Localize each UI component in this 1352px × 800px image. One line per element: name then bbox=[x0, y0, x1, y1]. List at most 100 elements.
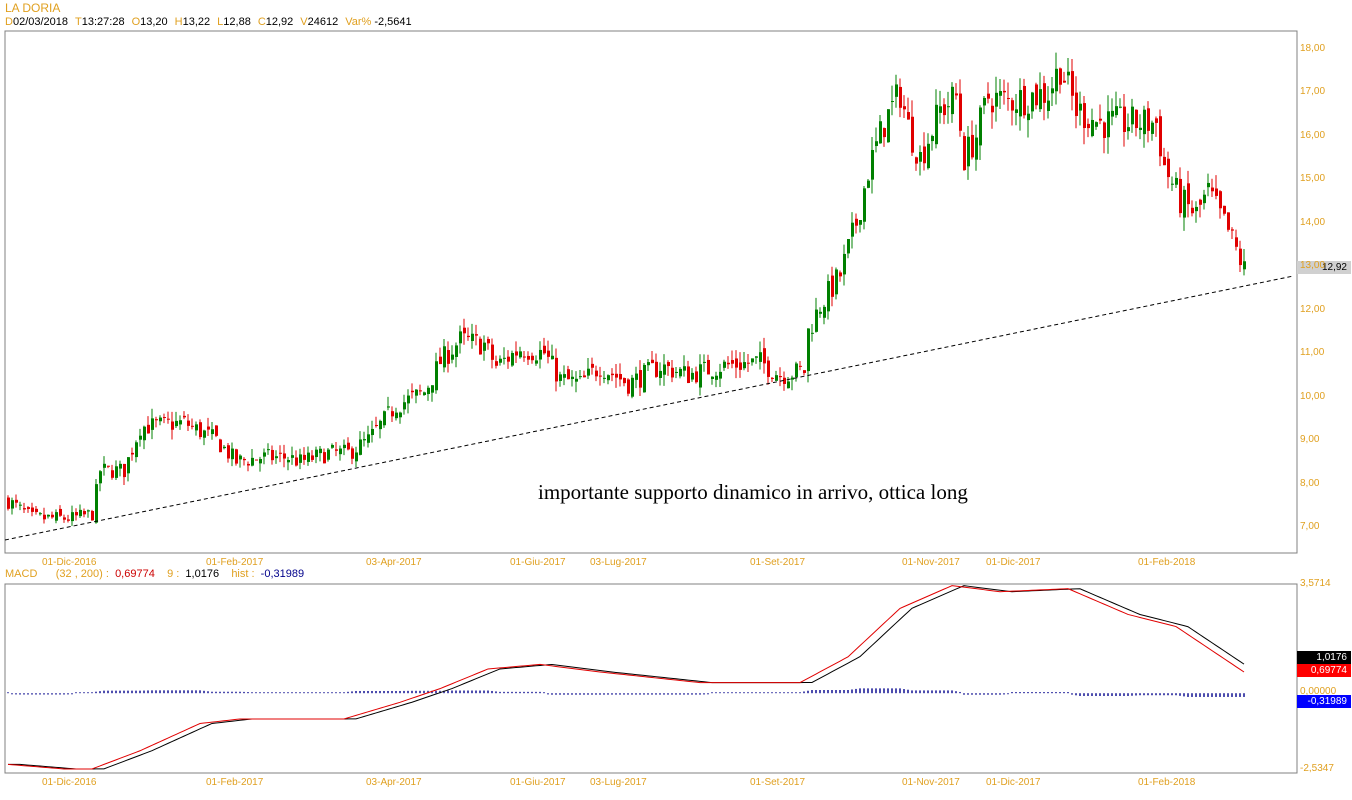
candle-up bbox=[179, 420, 182, 425]
candle-up bbox=[455, 345, 458, 357]
candle-down bbox=[375, 425, 378, 427]
candle-up bbox=[791, 377, 794, 380]
candle-up bbox=[683, 366, 686, 371]
candle-up bbox=[379, 420, 382, 430]
candle-up bbox=[211, 429, 214, 435]
candle-down bbox=[1219, 191, 1222, 209]
candle-up bbox=[1175, 177, 1178, 185]
candle-down bbox=[507, 356, 510, 362]
candle-up bbox=[127, 457, 130, 474]
candle-up bbox=[427, 387, 430, 395]
candle-up bbox=[851, 222, 854, 237]
macd-date-axis-label: 03-Apr-2017 bbox=[366, 777, 422, 788]
candle-up bbox=[551, 355, 554, 360]
candle-up bbox=[1243, 261, 1246, 270]
candle-down bbox=[731, 360, 734, 364]
candle-up bbox=[403, 402, 406, 410]
candle-down bbox=[1023, 85, 1026, 116]
candle-down bbox=[419, 390, 422, 392]
candle-down bbox=[183, 415, 186, 418]
candle-up bbox=[339, 448, 342, 455]
candle-up bbox=[999, 91, 1002, 96]
field-label: L bbox=[217, 16, 224, 28]
price-axis-label: 15,00 bbox=[1300, 173, 1326, 185]
macd-date-axis-label: 03-Lug-2017 bbox=[590, 777, 647, 788]
candle-up bbox=[175, 420, 178, 427]
candle-up bbox=[459, 331, 462, 344]
macd-value: 0,69774 bbox=[115, 568, 155, 580]
candle-up bbox=[359, 439, 362, 455]
candle-up bbox=[503, 357, 506, 359]
candle-up bbox=[843, 253, 846, 275]
candle-down bbox=[167, 418, 170, 420]
field-value: 12,92 bbox=[265, 16, 294, 28]
candle-up bbox=[1095, 122, 1098, 127]
candle-up bbox=[99, 471, 102, 484]
candle-up bbox=[1115, 106, 1118, 116]
candle-down bbox=[447, 350, 450, 364]
candle-up bbox=[691, 372, 694, 380]
candle-down bbox=[107, 465, 110, 467]
candle-down bbox=[1071, 71, 1074, 96]
candle-up bbox=[811, 332, 814, 334]
candle-up bbox=[519, 351, 522, 358]
candle-up bbox=[603, 377, 606, 379]
candle-up bbox=[223, 446, 226, 449]
macd-name: MACD bbox=[5, 568, 38, 580]
date-axis-label: 01-Feb-2017 bbox=[206, 557, 264, 568]
date-axis-label: 01-Set-2017 bbox=[750, 557, 806, 568]
field-label: V bbox=[300, 16, 308, 28]
candle-down bbox=[227, 445, 230, 459]
candle-up bbox=[1055, 68, 1058, 92]
candle-up bbox=[979, 107, 982, 146]
candle-up bbox=[1031, 92, 1034, 112]
hist-value: -0,31989 bbox=[260, 568, 305, 580]
candle-up bbox=[579, 376, 582, 378]
field-value: -2,5641 bbox=[374, 16, 412, 28]
candle-up bbox=[1139, 127, 1142, 130]
candle-down bbox=[1083, 103, 1086, 129]
field-value: 13:27:28 bbox=[81, 16, 125, 28]
candle-down bbox=[855, 218, 858, 226]
candle-down bbox=[611, 373, 614, 376]
candle-down bbox=[247, 463, 250, 466]
candle-up bbox=[879, 121, 882, 144]
candle-up bbox=[1047, 100, 1050, 111]
candle-up bbox=[1131, 106, 1134, 125]
price-axis-label: 10,00 bbox=[1300, 390, 1326, 402]
candle-up bbox=[143, 426, 146, 441]
candle-up bbox=[319, 448, 322, 454]
candle-down bbox=[1211, 187, 1214, 192]
field-label: D bbox=[5, 16, 13, 28]
candle-down bbox=[883, 128, 886, 138]
candle-up bbox=[1091, 119, 1094, 137]
price-axis-label: 18,00 bbox=[1300, 43, 1326, 54]
candle-down bbox=[219, 439, 222, 453]
candle-down bbox=[67, 519, 70, 521]
candle-up bbox=[291, 455, 294, 458]
price-axis-label: 11,00 bbox=[1300, 347, 1325, 359]
candle-down bbox=[899, 86, 902, 108]
candle-down bbox=[959, 93, 962, 131]
candle-up bbox=[195, 424, 198, 431]
candle-down bbox=[523, 356, 526, 358]
candle-down bbox=[627, 379, 630, 394]
candle-up bbox=[415, 389, 418, 396]
candle-down bbox=[747, 362, 750, 364]
signal-value: 1,0176 bbox=[185, 568, 220, 580]
candle-up bbox=[759, 352, 762, 362]
candle-up bbox=[151, 418, 154, 430]
candle-down bbox=[915, 157, 918, 164]
candle-up bbox=[807, 328, 810, 372]
candle-up bbox=[331, 444, 334, 448]
candle-down bbox=[739, 362, 742, 370]
candle-down bbox=[295, 457, 298, 466]
candle-down bbox=[63, 517, 66, 520]
candle-up bbox=[407, 395, 410, 404]
macd-axis-label: 3,5714 bbox=[1300, 578, 1331, 589]
date-axis-label: 03-Lug-2017 bbox=[590, 557, 647, 568]
candle-down bbox=[351, 448, 354, 459]
candle-up bbox=[823, 306, 826, 318]
